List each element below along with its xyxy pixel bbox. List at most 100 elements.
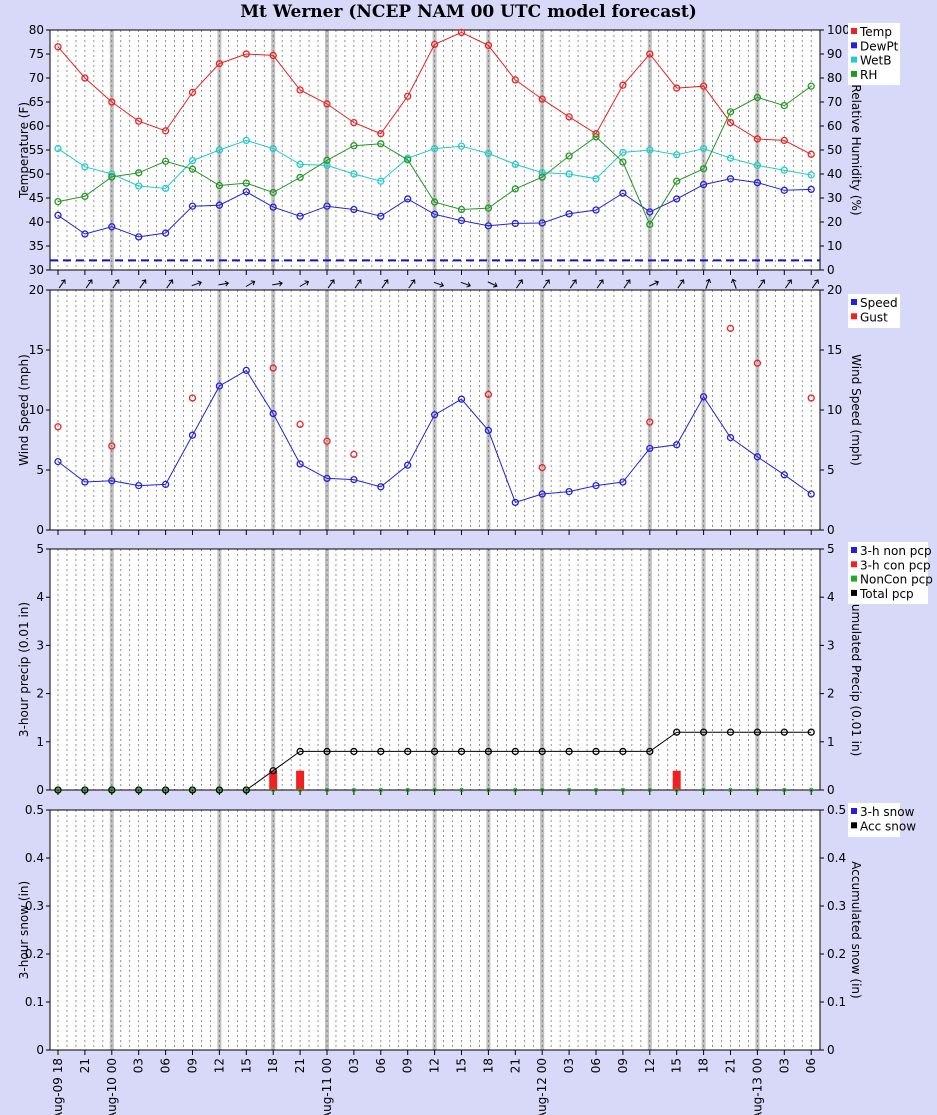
data-point [404,747,412,756]
data-point [646,444,654,453]
data-point [592,206,600,214]
data-point [54,423,62,431]
data-point [753,135,762,143]
data-point [350,450,358,459]
y2-tick-label: 15 [827,343,842,357]
data-point [619,148,627,157]
x-tick-label: 09 [401,1058,415,1073]
x-tick-label: 06 [804,1058,818,1073]
data-point [81,478,89,486]
data-point [81,74,89,82]
data-point [592,747,600,756]
wind-arrow-head [787,279,792,284]
y-tick-label: 3 [36,638,44,652]
data-point [161,184,170,193]
data-point [161,157,170,165]
wind-arrow [596,279,604,289]
data-point [323,100,331,108]
y2-tick-label: 0 [827,783,835,797]
y2-axis-label: Relative Humidity (%) [849,84,863,215]
x-tick-label: 09 [616,1058,630,1073]
data-point [484,747,493,756]
data-point [565,487,573,496]
wind-arrow-shaft [785,279,792,289]
precip-bar [296,770,305,790]
noncon-point [351,787,357,793]
legend-swatch [851,547,857,553]
noncon-point [297,787,303,793]
data-point [511,185,519,193]
wind-arrow [623,279,631,289]
data-point [108,223,116,231]
y2-tick-label: 60 [827,119,842,133]
x-tick-label: Aug-09 18 [51,1058,65,1115]
y-tick-label: 5 [36,542,44,556]
y2-tick-label: 50 [827,143,842,157]
x-tick-label: Aug-13 00 [750,1058,764,1115]
wind-arrow-shaft [649,281,659,287]
data-point [430,747,439,756]
wind-arrow-head [439,282,445,288]
data-point [269,364,277,372]
y-tick-label: 50 [29,167,44,181]
y-tick-label: 10 [29,403,44,417]
legend-swatch [851,299,857,305]
data-point [538,747,546,756]
y2-tick-label: 4 [827,590,835,604]
x-tick-label: 21 [293,1058,307,1073]
data-point [54,144,62,153]
data-point [511,747,519,756]
data-point [565,113,573,121]
precip-bar [269,770,278,790]
y-tick-label: 0 [36,523,44,537]
noncon-point [270,787,276,793]
wind-arrow-head [356,279,362,284]
data-point [457,142,466,150]
data-point [699,82,708,90]
wind-arrow-head [250,280,256,286]
wind-arrow [516,279,523,289]
noncon-point [190,787,195,793]
wind-arrow-head [654,280,660,286]
wind-arrow-shaft [460,281,471,287]
data-point [296,212,304,220]
data-point [457,395,466,403]
data-point [807,394,815,402]
data-point [565,170,573,178]
data-point [323,474,331,483]
data-point [108,786,116,794]
data-point [592,133,600,141]
data-point [296,420,304,429]
y2-tick-label: 40 [827,167,842,181]
noncon-point [674,787,680,793]
data-point [269,188,277,197]
data-point [484,204,493,212]
data-point [108,98,116,106]
data-point [377,140,385,148]
y2-tick-label: 20 [827,283,842,297]
data-point [188,786,197,794]
data-point [54,457,62,466]
data-point [54,43,62,51]
x-tick-label: 15 [670,1058,684,1073]
data-point [377,177,385,185]
y-tick-label: 60 [29,119,44,133]
wind-arrow-shaft [487,281,498,287]
wind-arrow-head [114,279,120,284]
data-point [673,177,681,185]
data-point [188,165,197,173]
chart-title: Mt Werner (NCEP NAM 00 UTC model forecas… [240,2,697,22]
wind-arrow-shaft [245,281,255,287]
wind-arrow [381,279,389,289]
data-point [753,161,762,170]
data-point [242,136,250,145]
data-point [350,170,358,178]
noncon-point [109,787,115,793]
data-point [430,210,439,218]
data-point [726,154,735,162]
wind-arrow [677,279,685,289]
y-tick-label: 20 [29,283,44,297]
y2-tick-label: 90 [827,47,842,61]
series-line [57,85,812,226]
data-point [484,149,493,158]
